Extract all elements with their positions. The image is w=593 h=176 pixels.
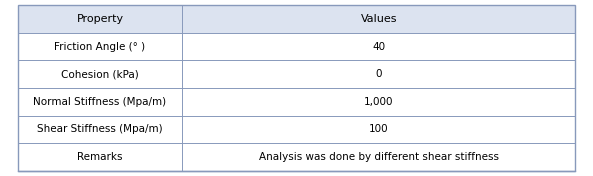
Text: 40: 40 (372, 42, 385, 52)
Text: Values: Values (361, 14, 397, 24)
Text: Remarks: Remarks (77, 152, 123, 162)
Bar (18, 33, 575, 60)
Text: Normal Stiffness (Mpa/m): Normal Stiffness (Mpa/m) (33, 97, 167, 107)
Bar (18, 88, 575, 116)
Text: Cohesion (kPa): Cohesion (kPa) (61, 69, 139, 79)
Bar (18, 60, 575, 88)
Text: 100: 100 (369, 124, 388, 134)
Text: Shear Stiffness (Mpa/m): Shear Stiffness (Mpa/m) (37, 124, 163, 134)
Text: Friction Angle (° ): Friction Angle (° ) (55, 42, 145, 52)
Text: Analysis was done by different shear stiffness: Analysis was done by different shear sti… (259, 152, 499, 162)
Text: 1,000: 1,000 (364, 97, 394, 107)
Bar (18, 5, 575, 33)
Text: 0: 0 (375, 69, 382, 79)
Text: Property: Property (76, 14, 123, 24)
Bar (18, 116, 575, 143)
Bar (18, 143, 575, 171)
